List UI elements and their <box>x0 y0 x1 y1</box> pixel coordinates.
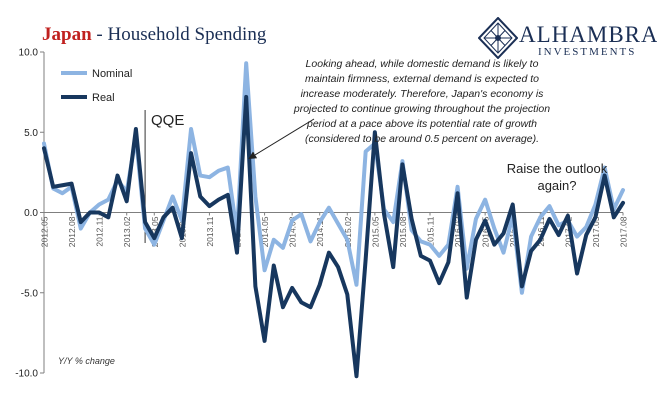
x-tick-label: 2016.02 <box>453 216 463 247</box>
legend-label-nominal: Nominal <box>92 68 132 80</box>
series-line-real <box>42 94 625 379</box>
x-tick-label: 2013.11 <box>205 216 215 246</box>
y-axis-unit-label: Y/Y % change <box>58 356 115 366</box>
x-tick-label: 2015.11 <box>426 216 436 246</box>
title-country: Japan <box>42 24 92 45</box>
chart-title: Japan - Household Spending <box>42 24 266 46</box>
y-tick-label: 10.0 <box>19 48 39 59</box>
qqe-label: QQE <box>151 112 185 129</box>
y-tick-label: -10.0 <box>15 369 38 380</box>
annotation-arrow-line <box>248 118 315 160</box>
alhambra-logo-icon <box>478 17 518 59</box>
x-tick-label: 2015.08 <box>398 216 408 247</box>
y-tick-label: 0.0 <box>24 208 38 219</box>
axes-layer: 10.0 5.0 0.0 -5.0 -10.0 2012.05 2012.08 2012.11… <box>15 48 628 380</box>
x-tick-label: 2012.05 <box>40 216 50 247</box>
legend: Nominal Real <box>61 68 132 104</box>
y-tick-label: -5.0 <box>21 288 39 299</box>
x-tick-label: 2016.11 <box>536 216 546 246</box>
x-tick-label: 2012.11 <box>95 216 105 246</box>
x-tick-label: 2014.11 <box>315 216 325 246</box>
x-tick-label: 2013.05 <box>150 216 160 247</box>
x-tick-label: 2015.05 <box>370 216 380 247</box>
annotation-arrow <box>248 118 315 160</box>
title-rest: - Household Spending <box>96 24 267 45</box>
series-layer <box>42 61 625 379</box>
x-tick-label: 2017.08 <box>619 216 629 247</box>
raise-outlook-annotation: Raise the outlook again? <box>506 161 608 193</box>
forecast-annotation: Looking ahead, while domestic demand is … <box>293 58 551 145</box>
logo-sub: INVESTMENTS <box>538 46 637 58</box>
legend-label-real: Real <box>92 92 115 104</box>
x-tick-label: 2013.02 <box>122 216 132 247</box>
x-tick-label: 2012.08 <box>67 216 77 247</box>
y-tick-label: 5.0 <box>24 128 38 139</box>
x-tick-label: 2017.05 <box>591 216 601 247</box>
logo-name: ALHAMBRA <box>519 22 657 47</box>
x-tick-label: 2014.05 <box>260 216 270 247</box>
x-tick-label: 2015.02 <box>343 216 353 247</box>
x-tick-label: 2016.05 <box>481 216 491 247</box>
x-tick-label: 2017.02 <box>563 216 573 247</box>
x-tick-label: 2014.08 <box>288 216 298 247</box>
